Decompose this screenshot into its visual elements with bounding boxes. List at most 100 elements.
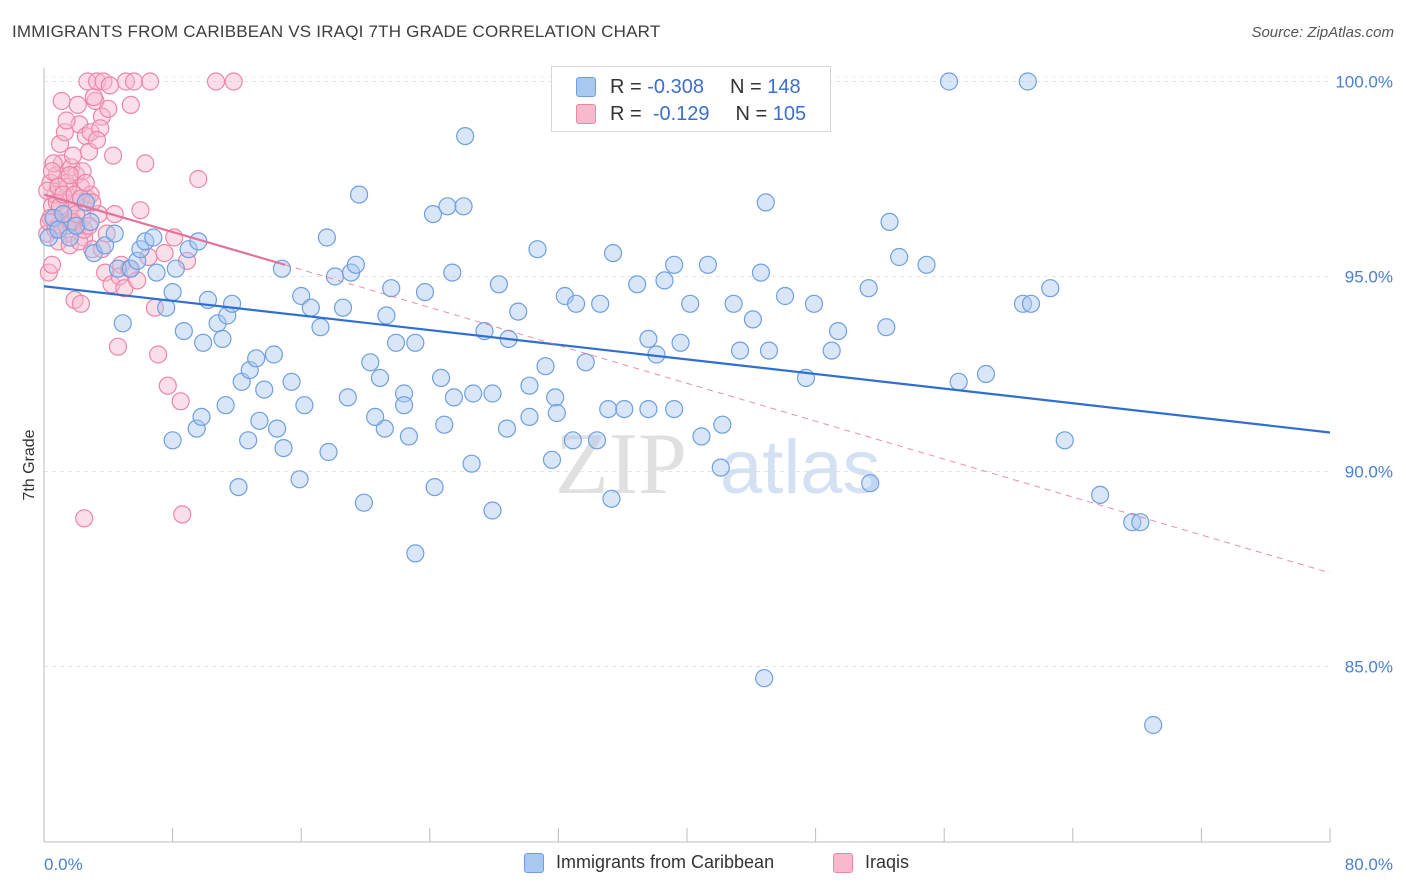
data-point (67, 216, 86, 235)
data-point (222, 294, 242, 313)
data-point (566, 294, 586, 313)
data-point (247, 349, 266, 368)
data-point (354, 493, 373, 512)
data-point (743, 310, 763, 329)
data-point (140, 72, 160, 91)
data-point (563, 431, 582, 450)
data-point (81, 212, 100, 231)
data-point (509, 302, 528, 321)
data-point (282, 372, 301, 391)
data-point (60, 228, 79, 247)
data-point (444, 388, 464, 407)
y-tick-label: 95.0% (1345, 268, 1393, 287)
bottom-legend-label: Iraqis (865, 852, 910, 872)
data-point (338, 388, 357, 407)
data-point (497, 419, 517, 438)
data-point (216, 396, 235, 415)
data-point (194, 333, 213, 352)
data-point (224, 72, 243, 91)
data-point (349, 185, 369, 204)
data-point (42, 255, 62, 274)
data-point (1021, 294, 1041, 313)
data-point (366, 407, 385, 426)
data-point (84, 87, 103, 107)
data-point (213, 329, 232, 348)
data-point (489, 275, 509, 294)
legend-r-label: R = (610, 102, 642, 125)
data-point (105, 224, 124, 243)
x-tick-label: 80.0% (1345, 855, 1393, 874)
bottom-legend-swatch-pink (833, 852, 853, 873)
data-point (542, 450, 562, 469)
data-point (70, 232, 89, 251)
data-point (639, 400, 658, 419)
watermark-zip: ZIP (555, 416, 687, 513)
data-point (528, 240, 547, 259)
data-point (698, 255, 717, 274)
data-point (1018, 72, 1037, 91)
data-point (42, 162, 62, 181)
data-point (121, 95, 140, 115)
data-point (775, 286, 795, 306)
data-point (443, 263, 462, 282)
axes (43, 68, 1331, 843)
data-point (861, 474, 880, 493)
data-point (255, 380, 274, 399)
data-point (325, 267, 345, 286)
data-point (804, 294, 824, 313)
data-point (1091, 485, 1110, 504)
data-point (520, 376, 539, 395)
data-point (274, 439, 293, 458)
data-point (386, 333, 406, 352)
data-point (91, 119, 110, 138)
data-point (63, 146, 83, 165)
source-label: Source: ZipAtlas.com (1251, 24, 1394, 41)
data-point (95, 236, 115, 255)
data-point (880, 212, 899, 231)
data-point (173, 505, 192, 524)
bottom-legend-caribbean: Immigrants from Caribbean (524, 852, 774, 873)
legend-r-label: R = (610, 75, 642, 98)
data-point (319, 442, 338, 462)
y-tick-label: 85.0% (1345, 658, 1393, 677)
data-point (301, 298, 320, 317)
data-point (483, 384, 502, 403)
data-point (917, 255, 936, 274)
data-point (147, 263, 166, 282)
legend-swatch-pink (576, 104, 596, 124)
data-point (730, 341, 750, 360)
data-point (759, 341, 779, 360)
data-point (859, 279, 878, 298)
data-point (346, 255, 365, 274)
data-point (264, 345, 283, 364)
data-point (724, 294, 743, 313)
data-point (87, 130, 107, 150)
data-point (939, 72, 959, 91)
data-point (166, 259, 185, 278)
data-point (240, 361, 259, 380)
data-point (78, 72, 97, 91)
data-point (311, 318, 330, 337)
data-point (76, 173, 95, 192)
data-point (603, 244, 623, 263)
data-point (483, 501, 502, 520)
data-point (149, 345, 168, 364)
data-point (54, 205, 73, 224)
y-axis-label: 7th Grade (21, 429, 38, 500)
data-point (406, 333, 425, 352)
data-point (292, 286, 311, 306)
data-point (104, 146, 123, 165)
data-point (52, 91, 71, 111)
data-point (822, 341, 841, 360)
data-point (655, 271, 674, 290)
data-point (144, 228, 163, 247)
data-point (272, 259, 292, 278)
data-point (100, 76, 120, 95)
data-point (39, 228, 58, 247)
data-point (456, 127, 475, 146)
data-point (454, 197, 473, 216)
data-point (399, 427, 419, 446)
data-point (187, 419, 206, 438)
data-point (375, 419, 394, 438)
data-point (50, 134, 70, 153)
